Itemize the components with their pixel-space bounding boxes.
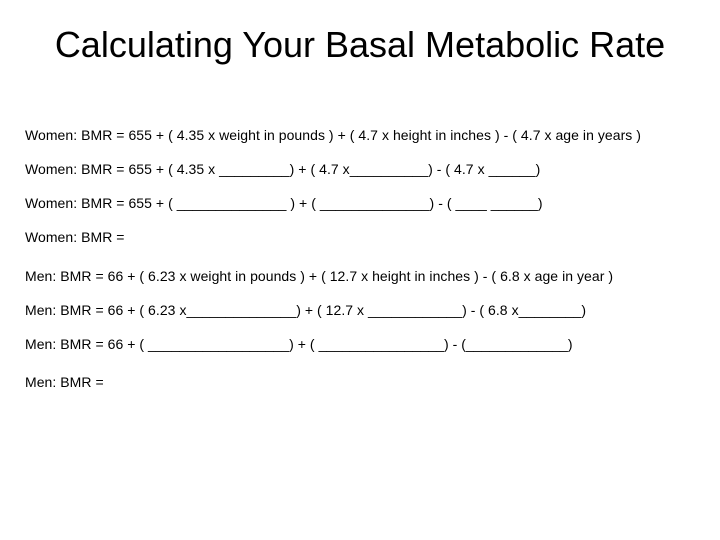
- women-bmr-formula: Women: BMR = 655 + ( 4.35 x weight in po…: [25, 127, 641, 143]
- men-bmr-step-2: Men: BMR = 66 + ( __________________) + …: [25, 336, 573, 352]
- men-bmr-step-1: Men: BMR = 66 + ( 6.23 x______________) …: [25, 302, 587, 318]
- slide-title: Calculating Your Basal Metabolic Rate: [54, 24, 666, 65]
- formula-list: Women: BMR = 655 + ( 4.35 x weight in po…: [25, 126, 705, 407]
- women-bmr-result: Women: BMR =: [25, 229, 125, 245]
- women-bmr-step-1: Women: BMR = 655 + ( 4.35 x _________) +…: [25, 161, 541, 177]
- women-bmr-step-2: Women: BMR = 655 + ( ______________ ) + …: [25, 195, 543, 211]
- men-bmr-result: Men: BMR =: [25, 374, 104, 390]
- men-bmr-formula: Men: BMR = 66 + ( 6.23 x weight in pound…: [25, 268, 614, 284]
